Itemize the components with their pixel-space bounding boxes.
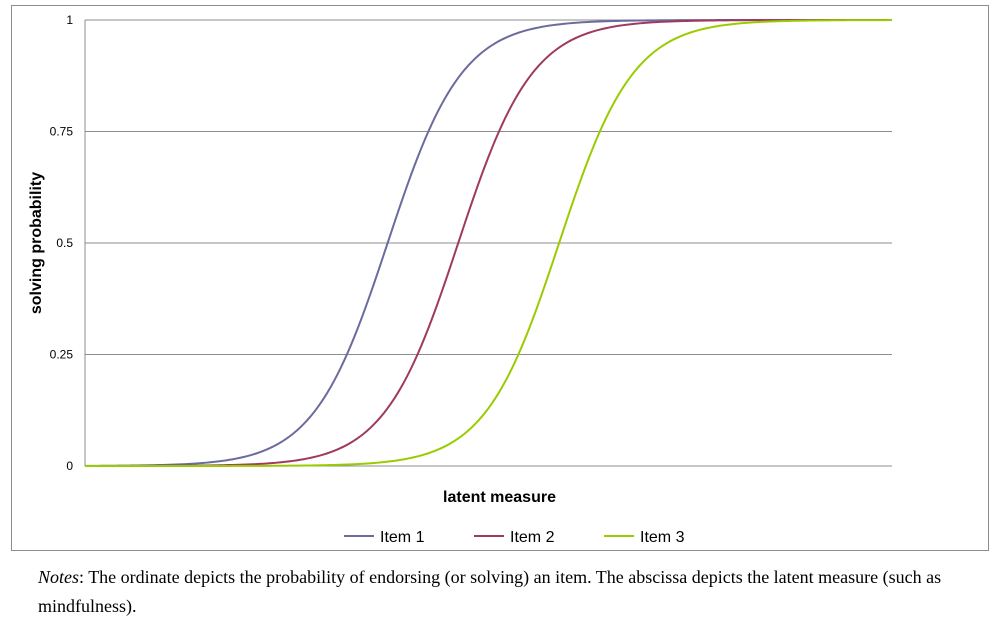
y-axis-title: solving probability: [28, 172, 45, 314]
figure-notes: Notes: The ordinate depicts the probabil…: [38, 563, 978, 621]
x-axis-title: latent measure: [443, 489, 556, 506]
y-tick-label: 1: [66, 13, 73, 27]
y-tick-label: 0.5: [56, 236, 73, 250]
y-tick-label: 0: [66, 459, 73, 473]
line-chart: 0 0.25 0.5 0.75 1 solving probability latent m…: [28, 13, 892, 546]
y-tick-label: 0.25: [50, 348, 74, 362]
legend-item-1: Item 1: [380, 529, 425, 546]
notes-text: : The ordinate depicts the probability o…: [38, 567, 942, 616]
legend-item-3: Item 3: [640, 529, 685, 546]
legend-item-2: Item 2: [510, 529, 555, 546]
notes-label: Notes: [38, 567, 80, 587]
chart-area: 0 0.25 0.5 0.75 1 solving probability latent m…: [11, 5, 989, 551]
y-tick-label: 0.75: [50, 125, 74, 139]
series-line-3: [85, 19, 892, 467]
